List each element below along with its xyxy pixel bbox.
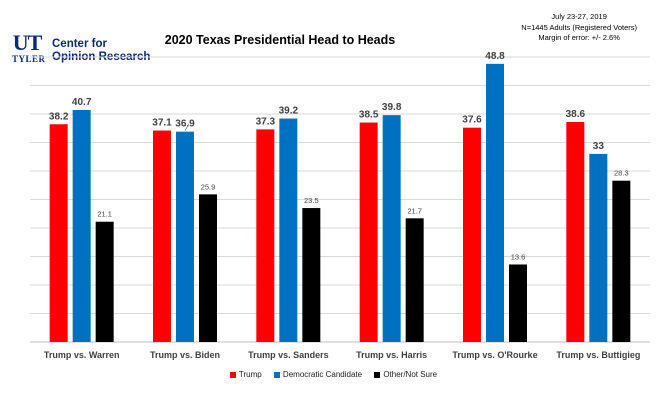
bar-0-2 (256, 129, 275, 342)
legend-swatch-democratic-candidate (273, 371, 280, 378)
data-label: 37.6 (462, 115, 482, 126)
data-label: 39.2 (279, 106, 299, 117)
bar-0-3 (359, 122, 378, 342)
bar-2-3 (405, 218, 424, 342)
data-label: 21.1 (97, 210, 112, 219)
bar-2-2 (302, 208, 321, 342)
survey-info: July 23-27, 2019 N=1445 Adults (Register… (521, 12, 637, 44)
bar-1-3 (382, 115, 401, 342)
ut-tyler-logo: UT TYLER (12, 30, 46, 64)
legend-label-other-not-sure: Other/Not Sure (383, 370, 438, 379)
data-label: 48.8 (485, 51, 505, 62)
bar-2-5 (612, 180, 631, 342)
bar-1-0 (72, 110, 91, 342)
data-label: 28.3 (614, 169, 629, 178)
category-label: Trump vs. Harris (356, 350, 427, 360)
legend-item-democratic-candidate: Democratic Candidate (273, 370, 363, 379)
category-label: Trump vs. Buttigieg (556, 350, 640, 360)
legend-item-trump: Trump (229, 370, 262, 379)
legend-swatch-other-not-sure (374, 371, 381, 378)
data-label: 36.9 (175, 119, 195, 130)
data-label: 38.2 (49, 111, 69, 122)
logo-mark-ut: UT (12, 30, 43, 55)
legend-item-other-not-sure: Other/Not Sure (374, 370, 437, 379)
data-label: 33 (593, 141, 605, 152)
data-label: 23.5 (304, 196, 319, 205)
logo-mark-tyler: TYLER (12, 54, 46, 64)
survey-dates: July 23-27, 2019 (551, 12, 607, 21)
label-leader-line (184, 123, 190, 131)
bar-2-1 (199, 194, 217, 342)
legend-label-democratic-candidate: Democratic Candidate (282, 370, 363, 379)
data-label: 21.7 (407, 206, 422, 215)
logo-name-line1: Center for (52, 38, 107, 50)
category-label: Trump vs. Biden (150, 350, 220, 360)
bar-1-5 (589, 153, 608, 342)
bar-0-1 (153, 130, 171, 342)
category-label: Trump vs. O'Rourke (452, 350, 537, 360)
bar-2-4 (509, 264, 527, 342)
data-label: 40.7 (72, 97, 92, 108)
data-label: 13.6 (511, 252, 526, 261)
legend-label-trump: Trump (238, 370, 262, 379)
survey-margin: Margin of error: +/- 2.6% (538, 33, 620, 42)
bar-1-1 (176, 131, 194, 342)
bar-chart: 38.240.7 21.1 Trump vs. Warren 37.1 36.9 25.9… (30, 51, 650, 360)
data-label: 37.1 (152, 118, 172, 129)
chart-title: 2020 Texas Presidential Head to Heads (164, 33, 396, 47)
category-label: Trump vs. Warren (44, 350, 120, 360)
data-label: 37.3 (256, 116, 276, 127)
chart-legend: Trump Democratic Candidate Other/Not Sur… (0, 370, 667, 380)
bar-0-4 (463, 127, 481, 343)
data-label: 38.6 (566, 109, 586, 120)
data-label: 38.5 (359, 110, 379, 121)
legend-swatch-trump (229, 371, 236, 378)
survey-sample: N=1445 Adults (Registered Voters) (521, 22, 637, 32)
category-label: Trump vs. Sanders (248, 350, 329, 360)
data-label: 39.8 (382, 102, 402, 113)
bar-0-0 (49, 124, 68, 342)
bar-0-5 (566, 121, 585, 342)
bar-1-2 (279, 118, 298, 342)
data-label: 25.9 (201, 182, 216, 191)
bar-2-0 (95, 221, 114, 342)
bar-1-4 (486, 63, 504, 343)
